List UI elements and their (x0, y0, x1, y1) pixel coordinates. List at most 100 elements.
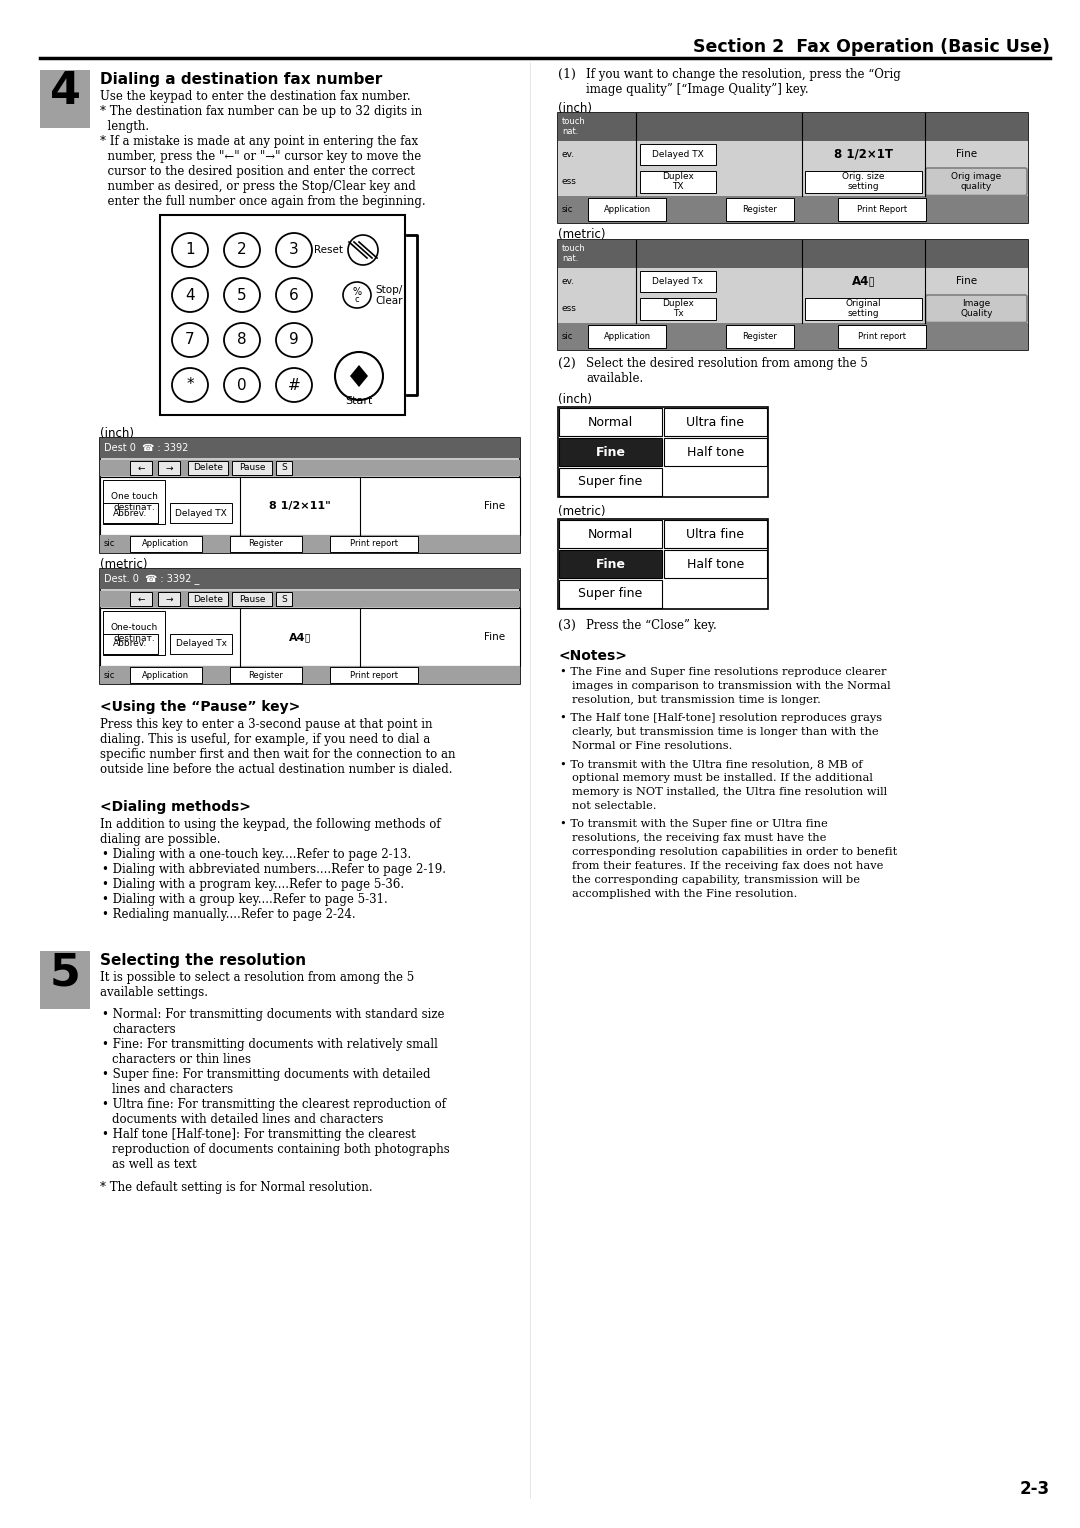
Bar (130, 668, 202, 683)
Text: ess: ess (562, 304, 577, 313)
Text: Super fine: Super fine (579, 475, 643, 489)
Text: Section 2  Fax Operation (Basic Use): Section 2 Fax Operation (Basic Use) (693, 38, 1050, 57)
Bar (330, 536, 418, 552)
Bar (100, 477, 519, 535)
Text: 4: 4 (50, 70, 81, 113)
Text: • Super fine: For transmitting documents with detailed: • Super fine: For transmitting documents… (102, 1068, 431, 1080)
Text: Delete: Delete (193, 594, 222, 604)
Text: Pause: Pause (239, 594, 266, 604)
Text: images in comparison to transmission with the Normal: images in comparison to transmission wit… (572, 681, 891, 691)
Text: Register: Register (743, 205, 778, 214)
Text: • Fine: For transmitting documents with relatively small: • Fine: For transmitting documents with … (102, 1038, 437, 1051)
Text: #: # (287, 377, 300, 393)
Polygon shape (350, 365, 368, 387)
Bar (558, 520, 768, 610)
Ellipse shape (224, 232, 260, 267)
Text: available.: available. (586, 371, 644, 385)
Text: * If a mistake is made at any point in entering the fax: * If a mistake is made at any point in e… (100, 134, 418, 148)
Text: sic: sic (562, 205, 573, 214)
Text: sic: sic (562, 332, 573, 341)
Text: ←: ← (137, 463, 145, 472)
Text: It is possible to select a resolution from among the 5: It is possible to select a resolution fr… (100, 970, 415, 984)
FancyBboxPatch shape (926, 168, 1027, 196)
Text: Delayed Tx: Delayed Tx (175, 640, 227, 648)
Ellipse shape (224, 368, 260, 402)
Text: (metric): (metric) (558, 228, 606, 241)
Text: Normal or Fine resolutions.: Normal or Fine resolutions. (572, 741, 732, 750)
Text: Clear: Clear (375, 296, 403, 306)
Text: image quality” [“Image Quality”] key.: image quality” [“Image Quality”] key. (586, 83, 809, 96)
Bar (588, 324, 666, 348)
Text: clearly, but transmission time is longer than with the: clearly, but transmission time is longer… (572, 727, 879, 736)
Text: memory is NOT installed, the Ultra fine resolution will: memory is NOT installed, the Ultra fine … (572, 787, 887, 798)
Bar (559, 439, 662, 466)
Text: 3: 3 (289, 243, 299, 258)
Bar (100, 568, 519, 685)
Text: (3): (3) (558, 619, 576, 633)
Ellipse shape (172, 368, 208, 402)
Text: 5: 5 (238, 287, 247, 303)
Text: 9: 9 (289, 333, 299, 347)
Ellipse shape (172, 232, 208, 267)
Text: Fine: Fine (956, 277, 977, 286)
Text: Dest. 0  ☎ : 3392 _: Dest. 0 ☎ : 3392 _ (104, 573, 200, 584)
Text: touch
nat.: touch nat. (562, 244, 585, 263)
Bar (588, 197, 666, 222)
Text: Dest 0  ☎ : 3392: Dest 0 ☎ : 3392 (104, 443, 188, 452)
Text: sic: sic (104, 539, 116, 549)
Bar (559, 581, 662, 608)
Text: from their features. If the receiving fax does not have: from their features. If the receiving fa… (572, 860, 883, 871)
Text: length.: length. (100, 121, 149, 133)
Text: *: * (186, 377, 193, 393)
Bar (230, 536, 302, 552)
Text: 7: 7 (185, 333, 194, 347)
Text: 1: 1 (185, 243, 194, 258)
Text: Fine: Fine (595, 558, 625, 570)
Text: not selectable.: not selectable. (572, 801, 657, 811)
Text: Select the desired resolution from among the 5: Select the desired resolution from among… (586, 358, 868, 370)
Text: In addition to using the keypad, the following methods of: In addition to using the keypad, the fol… (100, 817, 441, 831)
Text: Print report: Print report (858, 332, 906, 341)
Bar (170, 634, 232, 654)
Text: • Normal: For transmitting documents with standard size: • Normal: For transmitting documents wit… (102, 1008, 445, 1021)
Text: (2): (2) (558, 358, 576, 370)
Bar (559, 520, 662, 549)
Text: <Notes>: <Notes> (558, 649, 626, 663)
Text: S: S (281, 594, 287, 604)
Text: • Dialing with abbreviated numbers....Refer to page 2-19.: • Dialing with abbreviated numbers....Re… (102, 863, 446, 876)
Bar (558, 141, 1028, 168)
Text: • Dialing with a one-touch key....Refer to page 2-13.: • Dialing with a one-touch key....Refer … (102, 848, 411, 860)
Bar (158, 461, 180, 475)
Text: optional memory must be installed. If the additional: optional memory must be installed. If th… (572, 773, 873, 782)
Text: (metric): (metric) (558, 504, 606, 518)
Bar (558, 196, 1028, 223)
Text: ←: ← (137, 594, 145, 604)
Text: touch
nat.: touch nat. (562, 118, 585, 136)
Bar (100, 535, 519, 553)
Ellipse shape (335, 351, 383, 400)
FancyBboxPatch shape (926, 295, 1027, 322)
Bar (230, 668, 302, 683)
Bar (232, 591, 272, 607)
Bar (160, 215, 405, 416)
Bar (100, 666, 519, 685)
Bar (100, 568, 519, 588)
Text: • The Half tone [Half-tone] resolution reproduces grays: • The Half tone [Half-tone] resolution r… (561, 714, 882, 723)
Text: Register: Register (248, 539, 283, 549)
Text: number as desired, or press the Stop/Clear key and: number as desired, or press the Stop/Cle… (100, 180, 416, 193)
Text: c: c (354, 295, 360, 304)
Bar (100, 439, 519, 553)
Bar (100, 439, 519, 458)
Text: Normal: Normal (588, 416, 633, 428)
Text: lines and characters: lines and characters (112, 1083, 233, 1096)
Text: Super fine: Super fine (579, 587, 643, 601)
Text: (metric): (metric) (100, 558, 148, 571)
Bar (130, 461, 152, 475)
Bar (558, 406, 768, 497)
Bar (558, 267, 1028, 295)
Bar (838, 197, 926, 222)
Text: corresponding resolution capabilities in order to benefit: corresponding resolution capabilities in… (572, 847, 897, 857)
Text: Start: Start (346, 396, 373, 406)
Text: One-touch
destinат.: One-touch destinат. (110, 623, 158, 643)
Text: Application: Application (143, 671, 190, 680)
